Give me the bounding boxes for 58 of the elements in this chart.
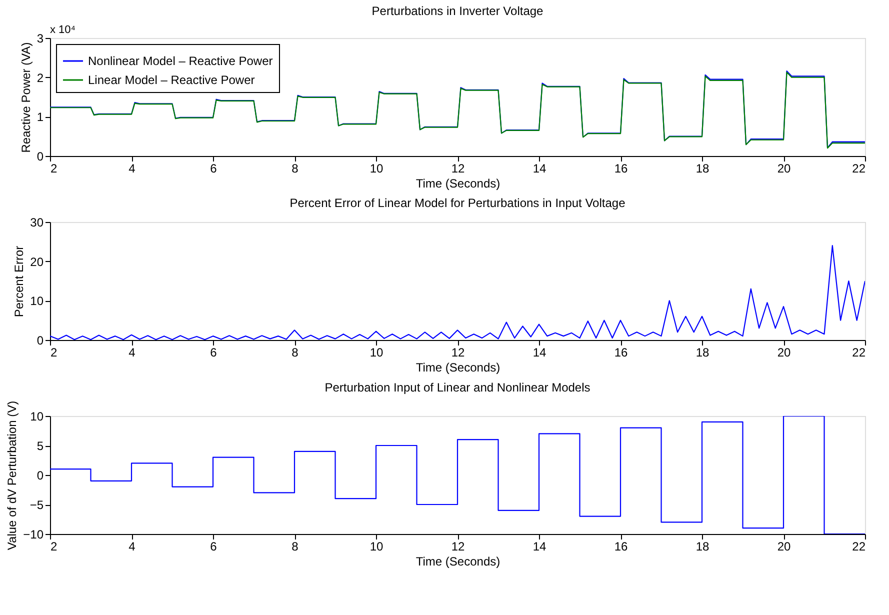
y-tick-label: −10 [23,528,44,542]
x-tick-label: 8 [292,162,299,176]
y-tick-label: −5 [30,498,44,512]
x-tick-label: 6 [210,162,218,176]
y-tick-label: 1 [36,110,44,124]
x-tick-label: 8 [292,346,299,360]
x-tick-label: 14 [532,346,546,360]
y-axis-title: Percent Error [12,246,26,318]
y-tick-label: 3 [36,32,44,46]
x-tick-label: 4 [128,540,136,554]
x-tick-label: 10 [370,540,384,554]
x-tick-label: 10 [370,346,384,360]
x-tick-label: 22 [852,540,866,554]
x-tick-label: 6 [210,346,218,360]
y-tick-label: 30 [30,216,44,230]
x-tick-label: 12 [451,540,465,554]
x-tick-label: 6 [210,540,218,554]
legend-label: Linear Model – Reactive Power [88,73,255,87]
x-tick-label: 12 [451,162,465,176]
y-tick-label: 2 [36,70,44,85]
chart-title: Perturbation Input of Linear and Nonlinear Models [324,380,590,394]
y-tick-label: 0 [36,468,44,482]
text: x 10⁴ [50,24,76,36]
x-tick-label: 2 [50,540,58,554]
x-tick-label: 18 [696,346,710,360]
x-tick-label: 4 [128,162,136,176]
y-axis-title: Reactive Power (VA) [18,42,33,153]
x-tick-label: 4 [128,346,136,360]
x-tick-label: 20 [777,346,791,360]
x-axis-title: Time (Seconds) [416,176,500,190]
x-tick-label: 16 [614,540,628,554]
x-tick-label: 16 [614,346,628,360]
x-tick-label: 20 [777,540,791,554]
x-tick-label: 2 [50,162,58,176]
x-tick-label: 16 [614,162,628,176]
y-tick-label: 20 [30,254,44,269]
chart-title: Percent Error of Linear Model for Perturbations in Input Voltage [290,196,626,210]
y-tick-label: 10 [30,410,44,424]
y-tick-label: 0 [36,334,44,348]
x-tick-label: 20 [777,162,791,176]
x-axis-title: Time (Seconds) [416,554,500,568]
x-tick-label: 22 [852,346,866,360]
x-tick-label: 14 [532,162,546,176]
x-tick-label: 2 [50,346,58,360]
x-tick-label: 10 [370,162,384,176]
y-axis-title: Value of dV Perturbation (V) [5,400,20,550]
x-tick-label: 18 [696,540,710,554]
x-tick-label: 12 [451,346,465,360]
x-axis-title: Time (Seconds) [416,360,500,374]
y-tick-label: 5 [36,439,44,453]
x-tick-label: 22 [852,162,866,176]
x-tick-label: 18 [696,162,710,176]
y-tick-label: 0 [36,150,44,164]
chart-title: Perturbations in Inverter Voltage [372,4,544,18]
x-tick-label: 8 [292,540,299,554]
x-tick-label: 14 [532,540,546,554]
legend-label: Nonlinear Model – Reactive Power [88,54,273,68]
y-tick-label: 10 [30,294,44,308]
